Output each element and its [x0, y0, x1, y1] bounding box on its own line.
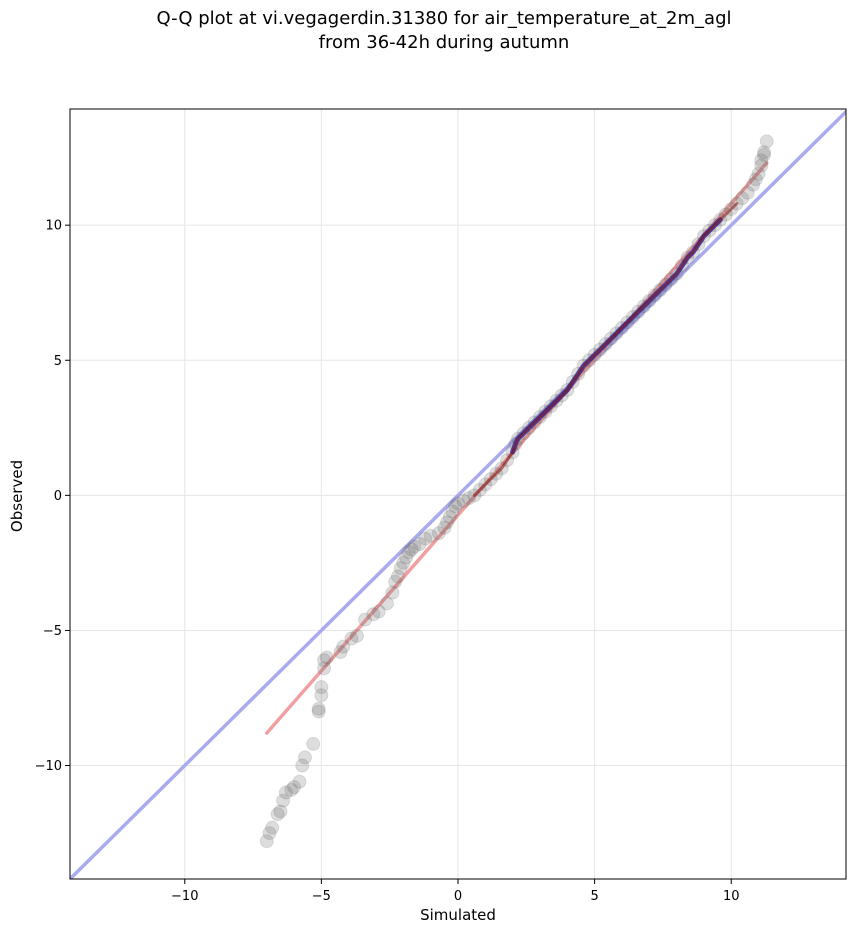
qq-point — [746, 177, 761, 192]
qq-point — [451, 496, 465, 511]
qq-point — [292, 774, 307, 789]
x-tick-label: 5 — [590, 889, 598, 904]
qq-point — [456, 493, 471, 508]
qq-point — [333, 645, 348, 660]
x-tick-label: −10 — [171, 889, 198, 904]
y-tick-label: 10 — [45, 219, 62, 234]
dense-overlay-red — [472, 202, 739, 497]
dense-overlay — [472, 202, 739, 497]
qq-point — [440, 515, 455, 530]
qq-point — [396, 555, 411, 570]
qq-point — [259, 834, 274, 849]
qq-point — [751, 166, 766, 181]
qq-point — [317, 661, 332, 676]
qq-point — [448, 499, 463, 514]
x-tick-label: −5 — [312, 889, 331, 904]
qq-point — [297, 750, 312, 765]
reference-lines — [70, 109, 846, 879]
qq-point — [385, 585, 400, 600]
qq-point — [273, 804, 288, 819]
x-tick-label: 10 — [723, 889, 740, 904]
qq-point — [412, 536, 427, 551]
qq-point — [748, 172, 763, 187]
qq-point — [358, 612, 373, 627]
qq-point — [388, 574, 403, 589]
x-axis-label: Simulated — [420, 906, 496, 924]
qq-point — [314, 680, 329, 695]
x-axis-ticks: −10 −5 0 5 10 — [171, 879, 740, 904]
qq-point — [276, 793, 291, 808]
y-axis-label: Observed — [8, 460, 26, 532]
qq-point — [262, 826, 277, 841]
qq-point — [366, 607, 381, 622]
qq-point — [445, 504, 460, 519]
y-axis-ticks: −10 −5 0 5 10 — [35, 219, 70, 774]
qq-point — [311, 704, 326, 719]
x-tick-label: 0 — [454, 889, 462, 904]
y-tick-label: 0 — [54, 489, 62, 504]
qq-point — [336, 639, 351, 654]
qq-point — [317, 653, 332, 668]
chart-title-line-2: from 36-42h during autumn — [319, 32, 570, 53]
qq-point — [423, 528, 438, 543]
qq-point — [754, 158, 769, 173]
qq-point — [431, 526, 446, 541]
qq-point — [287, 780, 302, 795]
qq-point — [319, 650, 334, 665]
qq-point — [306, 736, 321, 751]
qq-point — [379, 596, 394, 611]
qq-point — [295, 758, 310, 773]
qq-point — [314, 688, 329, 703]
y-tick-label: −5 — [43, 624, 62, 639]
fit-line — [264, 161, 769, 735]
qq-point — [759, 134, 774, 149]
qq-point — [757, 145, 772, 160]
qq-point — [265, 820, 280, 835]
qq-point — [371, 604, 386, 619]
qq-point — [349, 628, 364, 643]
qq-point — [754, 153, 769, 168]
qq-point — [393, 561, 408, 576]
qq-point — [418, 531, 433, 546]
qq-point — [757, 147, 772, 162]
qq-point — [404, 542, 419, 557]
chart-title-line-1: Q-Q plot at vi.vegagerdin.31380 for air_… — [157, 8, 732, 29]
qq-point — [344, 631, 359, 646]
qq-point — [437, 520, 452, 535]
qq-point — [284, 782, 299, 797]
qq-point — [278, 785, 293, 800]
qq-point — [740, 185, 755, 200]
qq-point — [311, 701, 326, 716]
qq-point — [270, 807, 285, 822]
qq-point — [390, 569, 405, 584]
qq-point — [401, 545, 416, 560]
y-tick-label: 5 — [54, 354, 62, 369]
qq-point — [399, 550, 414, 565]
y-tick-label: −10 — [35, 759, 62, 774]
qq-point — [461, 491, 476, 506]
qq-point — [735, 191, 750, 206]
identity-line — [70, 109, 846, 879]
qq-point — [407, 539, 422, 554]
qq-point — [442, 509, 457, 524]
